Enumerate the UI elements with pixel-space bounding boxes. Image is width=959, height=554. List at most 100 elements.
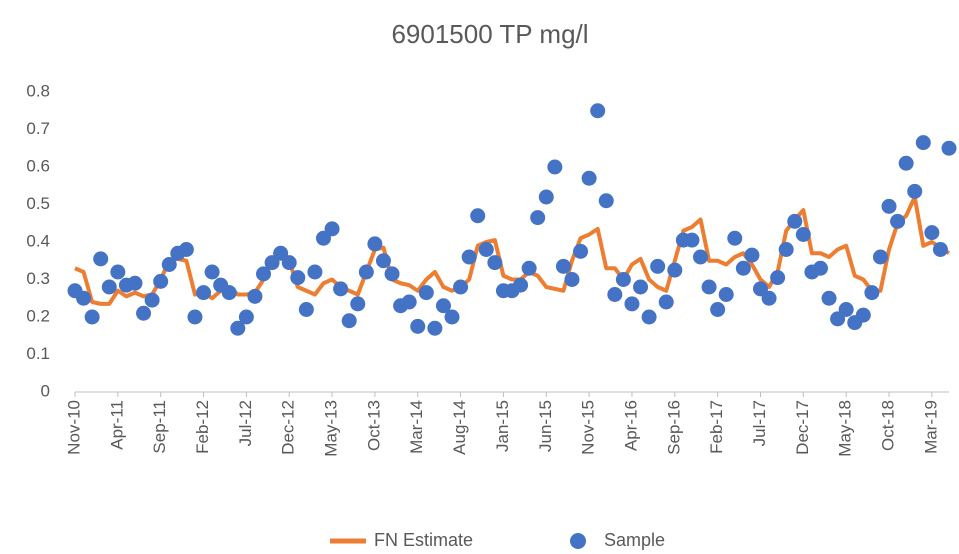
point — [521, 260, 537, 276]
point — [178, 242, 194, 257]
legend-label: Sample — [604, 530, 665, 550]
point — [153, 273, 169, 289]
point — [667, 262, 683, 278]
point — [718, 287, 734, 302]
x-tick-label: Mar-14 — [407, 400, 426, 454]
point — [658, 294, 674, 310]
point — [144, 292, 160, 308]
y-tick-label: 0.7 — [26, 119, 50, 138]
point — [410, 318, 426, 334]
point — [435, 298, 451, 314]
point — [795, 227, 811, 242]
point — [615, 272, 631, 287]
point — [187, 309, 203, 325]
x-tick-label: Sep-16 — [664, 400, 683, 455]
chart-title: 6901500 TP mg/l — [391, 19, 588, 49]
point — [633, 279, 649, 295]
x-tick-label: Aug-14 — [450, 400, 469, 455]
point — [375, 253, 391, 269]
point — [341, 313, 357, 329]
point — [778, 242, 794, 257]
point — [761, 290, 777, 306]
legend-label: FN Estimate — [374, 530, 473, 550]
point — [367, 236, 383, 252]
x-tick-label: Nov-15 — [579, 400, 598, 455]
point — [350, 296, 366, 312]
point — [838, 302, 854, 317]
y-tick-label: 0.6 — [26, 156, 50, 175]
point — [598, 193, 614, 209]
x-tick-label: Oct-13 — [364, 400, 383, 451]
point — [573, 243, 589, 259]
point — [127, 275, 143, 291]
point — [744, 247, 760, 263]
x-tick-label: Dec-17 — [793, 400, 812, 455]
point — [538, 189, 554, 205]
point — [727, 230, 743, 246]
point — [701, 279, 717, 295]
y-tick-label: 0 — [41, 381, 50, 400]
point — [76, 290, 92, 306]
x-tick-label: Oct-18 — [879, 400, 898, 451]
point — [136, 305, 152, 321]
point — [872, 249, 888, 265]
point — [941, 140, 957, 156]
point — [290, 270, 306, 286]
point — [590, 103, 606, 119]
point — [624, 296, 640, 312]
point — [581, 170, 597, 186]
point — [787, 213, 803, 229]
y-tick-label: 0.3 — [26, 269, 50, 288]
point — [204, 264, 220, 280]
point — [770, 270, 786, 286]
x-tick-label: Dec-12 — [279, 400, 298, 455]
x-tick-label: May-18 — [836, 400, 855, 457]
point — [555, 258, 571, 274]
x-tick-label: Apr-11 — [107, 400, 126, 450]
point — [256, 266, 272, 282]
point — [898, 155, 914, 171]
point — [547, 159, 563, 175]
point — [693, 249, 709, 265]
x-tick-label: Jul-17 — [750, 400, 769, 446]
point — [418, 285, 434, 301]
point — [890, 213, 906, 229]
point — [230, 320, 246, 336]
point — [607, 287, 623, 302]
point — [101, 279, 117, 295]
point — [650, 258, 666, 274]
point — [513, 277, 529, 293]
point — [93, 251, 109, 267]
point — [710, 302, 726, 317]
x-tick-label: Jul-12 — [236, 400, 255, 446]
x-tick-label: Jun-15 — [536, 400, 555, 452]
point — [384, 266, 400, 282]
point — [427, 320, 443, 336]
point — [564, 272, 580, 287]
point — [881, 198, 897, 214]
point — [84, 309, 100, 325]
point — [307, 264, 323, 280]
point — [470, 208, 486, 224]
x-tick-label: Mar-19 — [921, 400, 940, 454]
point — [812, 260, 828, 276]
point — [855, 307, 871, 323]
point — [915, 135, 931, 151]
point — [196, 285, 212, 301]
point — [333, 281, 349, 297]
point — [358, 264, 374, 280]
point — [924, 225, 940, 241]
y-tick-label: 0.8 — [26, 81, 50, 100]
point — [864, 285, 880, 301]
point — [461, 249, 477, 265]
x-tick-label: Jan-15 — [493, 400, 512, 452]
y-tick-label: 0.5 — [26, 194, 50, 213]
point — [281, 255, 297, 271]
point — [324, 221, 340, 237]
point — [247, 288, 263, 304]
point — [641, 309, 657, 325]
point — [821, 290, 837, 306]
point — [453, 279, 469, 295]
x-tick-label: Apr-16 — [621, 400, 640, 451]
point — [238, 309, 254, 325]
